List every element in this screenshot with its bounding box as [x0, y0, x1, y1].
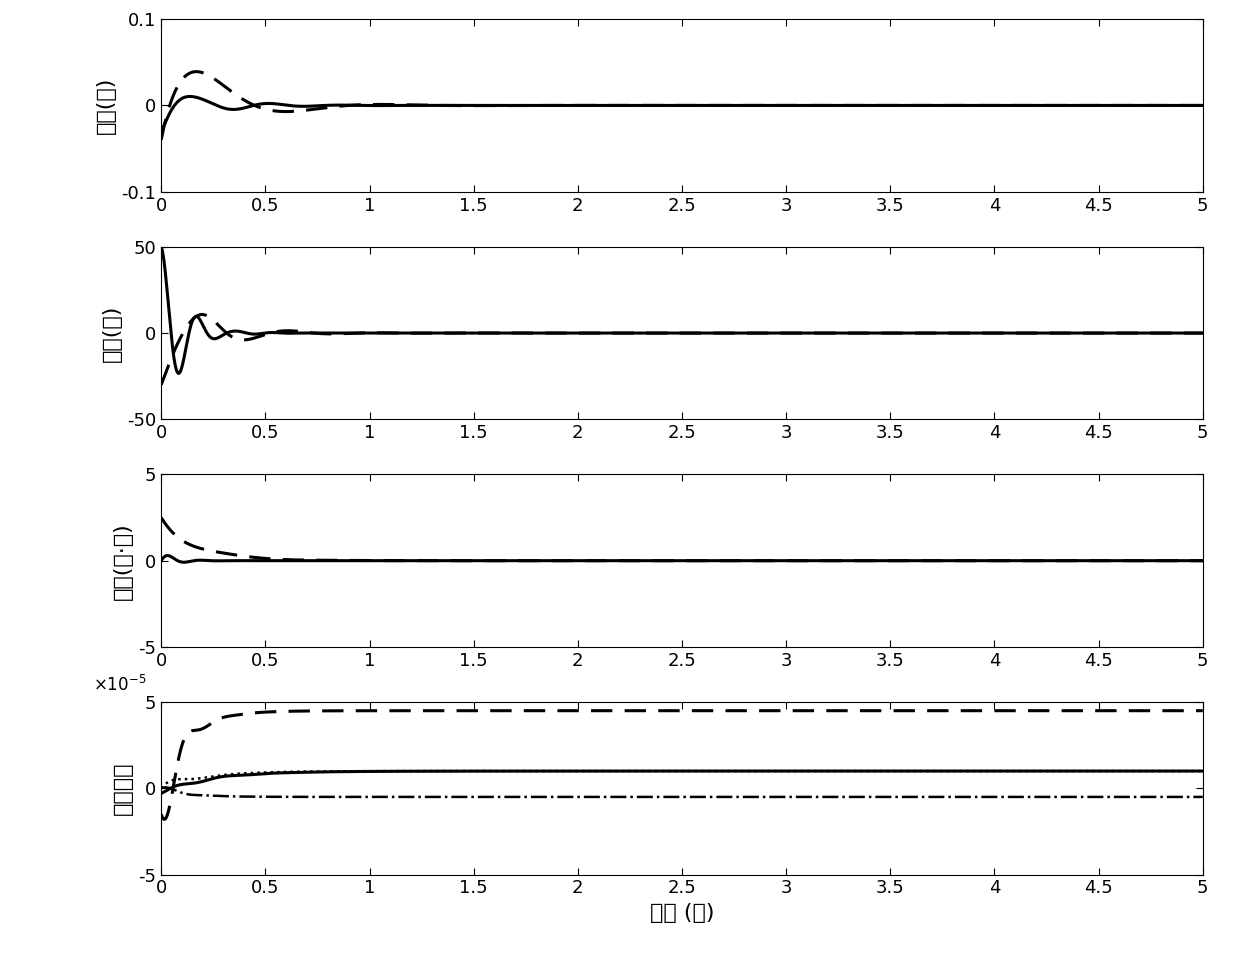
- X-axis label: 时间 (秒): 时间 (秒): [650, 903, 714, 923]
- Y-axis label: 参数估计: 参数估计: [113, 761, 133, 815]
- Text: $\times10^{-5}$: $\times10^{-5}$: [93, 675, 146, 695]
- Y-axis label: 转矩(牛·米): 转矩(牛·米): [113, 522, 133, 600]
- Y-axis label: 转角(度): 转角(度): [102, 305, 122, 361]
- Y-axis label: 位移(米): 位移(米): [95, 77, 115, 135]
